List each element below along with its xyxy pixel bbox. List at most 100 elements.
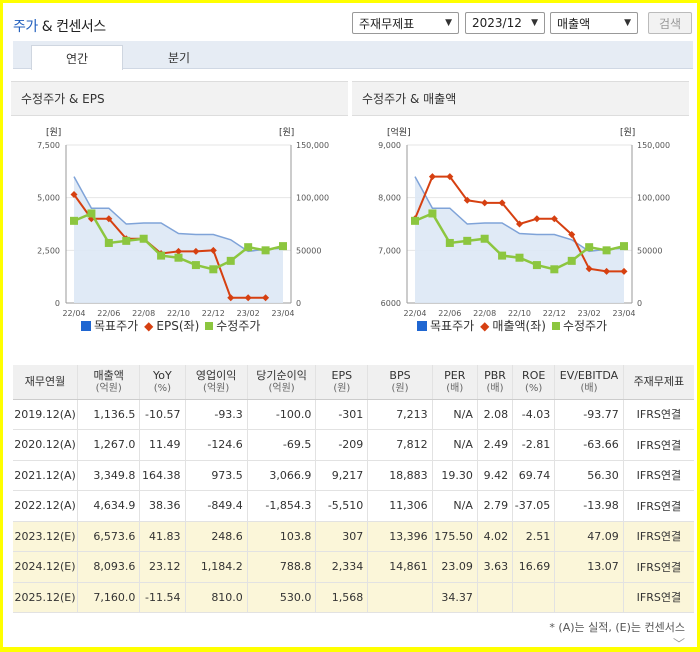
price-point [550,265,559,274]
table-cell: 69.74 [512,460,555,491]
table-row: 2020.12(A) 1,267.0 11.49 -124.6 -69.5 -209 7,8… [13,429,694,461]
table-cell: IFRS연결 [622,399,694,430]
table-cell [476,582,513,613]
table-cell: 2.49 [476,429,513,461]
x-tick-label: 22/04 [62,309,85,318]
search-button[interactable]: 검색 [648,12,692,34]
price-point [411,216,419,225]
table-cell: 13.07 [554,551,624,583]
table-cell: 7,213 [367,399,433,430]
table-row: 2023.12(E) 6,573.6 41.83 248.6 103.8 307 13,39… [13,520,694,552]
left-series-point [463,196,471,204]
table-cell: -1,854.3 [246,490,316,522]
price-point [585,243,594,252]
table-cell: -5,510 [315,490,368,522]
table-cell: 41.83 [139,520,185,552]
table-cell: 3.63 [476,551,513,583]
tab-annual[interactable]: 연간 [31,45,123,70]
x-tick-label: 22/04 [403,309,426,318]
x-tick-label: 22/08 [473,309,496,318]
x-tick-label: 22/10 [167,309,190,318]
y2-tick-label: 50000 [637,246,662,255]
left-series-point [262,294,270,302]
target-price-line [414,176,625,253]
table-row: 2022.12(A) 4,634.9 38.36 -849.4 -1,854.3 -5,5… [13,490,694,522]
table-cell: -4.03 [512,399,555,430]
financial-table: 재무연월 매출액 (억원) YoY (%) 영업이익 (억원) 당기순이익 (억원) EPS (원)… [13,365,694,613]
table-cell: -63.66 [554,429,624,461]
legend-swatch-target [81,320,91,331]
table-cell: 14,861 [367,551,433,583]
x-tick-label: 22/12 [202,309,225,318]
price-point [191,261,200,270]
table-header: BPS (원) [367,365,433,400]
table-cell: 2025.12(E) [13,582,78,613]
period-select[interactable]: 2023/12 ▼ [465,12,545,34]
right-unit: [원] [279,127,294,138]
table-cell: 2021.12(A) [13,460,78,491]
table-cell: -37.05 [512,490,555,522]
table-header: EPS (원) [315,365,368,400]
table-cell: 175.50 [431,520,478,552]
y-tick-label: 5,000 [37,194,60,203]
table-cell: -69.5 [246,429,316,461]
y-tick-label: 9,000 [378,141,401,150]
x-tick-label: 22/12 [543,309,566,318]
eps-price-chart: [원] [원] 7,500 5,000 2,500 0 150,000 100,000 5000… [37,127,329,318]
table-cell: 103.8 [246,520,316,552]
y2-tick-label: 150,000 [296,141,329,150]
left-series-point [192,247,200,255]
tab-quarterly[interactable]: 분기 [167,50,191,65]
table-cell: 34.37 [431,582,478,613]
legend-swatch-sales: ◆ [480,318,490,333]
table-cell: 2024.12(E) [13,551,78,583]
table-cell: 2023.12(E) [13,520,78,552]
price-point [498,251,507,260]
y2-tick-label: 100,000 [296,194,329,203]
price-point [463,236,472,245]
left-series-point [498,199,506,207]
footnote: * (A)는 실적, (E)는 컨센서스 [549,621,685,634]
metric-select[interactable]: 매출액 ▼ [550,12,638,34]
y-tick-label: 7,000 [378,246,401,255]
table-cell: N/A [431,490,478,522]
table-cell: IFRS연결 [622,582,694,613]
table-cell: 2.08 [476,399,513,430]
price-point [122,236,131,245]
chevron-down-icon: ▼ [624,18,631,28]
table-cell: IFRS연결 [622,429,694,461]
table-cell: IFRS연결 [622,460,694,491]
table-header: 재무연월 [13,365,78,400]
table-cell: 4,634.9 [77,490,140,522]
table-cell: 2,334 [315,551,368,583]
table-row: 2021.12(A) 3,349.8 164.38 973.5 3,066.9 9,217… [13,460,694,491]
legend-swatch-price [205,321,214,330]
table-row: 2024.12(E) 8,093.6 23.12 1,184.2 788.8 2,334 1… [13,551,694,583]
chart2-title: 수정주가 & 매출액 [352,81,689,116]
table-cell: -13.98 [554,490,624,522]
legend-swatch-target [417,320,427,331]
table-cell: 2020.12(A) [13,429,78,461]
table-cell: 307 [315,520,368,552]
table-header: 당기순이익 (억원) [246,365,316,400]
table-cell: 19.30 [431,460,478,491]
chevron-down-icon: ▼ [531,18,538,28]
left-series-point [70,191,78,199]
table-row: 2019.12(A) 1,136.5 -10.57 -93.3 -100.0 -301 7,… [13,399,694,430]
table-cell [367,582,433,613]
table-cell: 1,568 [315,582,368,613]
consolidation-select[interactable]: 주재무제표 ▼ [352,12,459,34]
table-header: YoY (%) [139,365,185,400]
table-cell: 3,066.9 [246,460,316,491]
table-cell: -100.0 [246,399,316,430]
table-cell [554,582,624,613]
table-cell: 18,883 [367,460,433,491]
left-series-point [244,294,252,302]
y-tick-label: 8,000 [378,194,401,203]
table-cell: 38.36 [139,490,185,522]
table-header: ROE (%) [512,365,555,400]
chevron-down-icon[interactable]: ﹀ [672,637,685,651]
table-cell: 13,396 [367,520,433,552]
price-point [70,216,78,225]
price-point [174,253,183,262]
